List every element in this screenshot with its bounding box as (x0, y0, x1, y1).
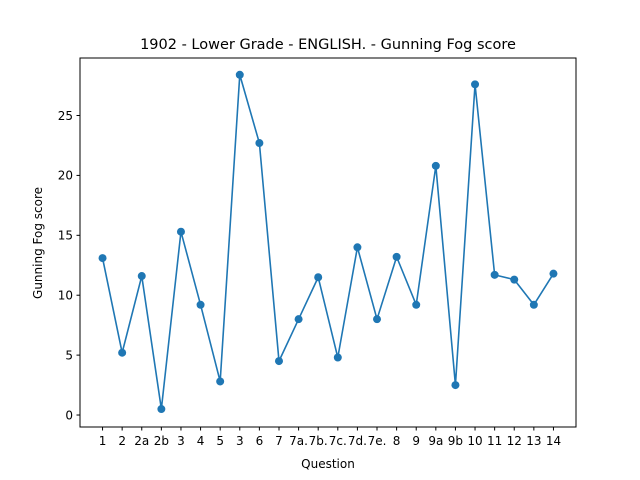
y-tick-label: 25 (58, 109, 73, 123)
data-point (118, 348, 127, 357)
data-point (157, 405, 166, 414)
x-tick-label: 3 (236, 434, 244, 448)
data-point (333, 353, 342, 362)
x-tick-label: 9 (412, 434, 420, 448)
data-point (431, 161, 440, 170)
x-tick-label: 14 (546, 434, 561, 448)
data-point (255, 139, 264, 148)
x-tick-label: 3 (177, 434, 185, 448)
x-tick-label: 9a (428, 434, 443, 448)
x-tick-label: 6 (256, 434, 264, 448)
data-point (294, 315, 303, 324)
data-point (373, 315, 382, 324)
x-tick-label: 13 (526, 434, 541, 448)
data-point (176, 227, 185, 236)
x-tick-label: 7c. (329, 434, 347, 448)
data-point (137, 272, 146, 281)
x-tick-label: 12 (507, 434, 522, 448)
data-point (412, 300, 421, 309)
data-point (471, 80, 480, 89)
x-tick-label: 7d. (348, 434, 367, 448)
data-point (98, 254, 107, 263)
y-tick-label: 10 (58, 289, 73, 303)
data-point (510, 275, 519, 284)
x-tick-label: 2 (118, 434, 126, 448)
x-tick-label: 7 (275, 434, 283, 448)
x-axis-label: Question (301, 457, 355, 471)
data-point (353, 243, 362, 252)
y-tick-label: 20 (58, 169, 73, 183)
data-point (529, 300, 538, 309)
x-tick-label: 8 (393, 434, 401, 448)
data-point (235, 70, 244, 79)
y-tick-label: 0 (65, 408, 73, 422)
y-axis-label: Gunning Fog score (31, 187, 45, 299)
x-tick-label: 5 (216, 434, 224, 448)
x-tick-label: 7e. (368, 434, 387, 448)
data-point (451, 381, 460, 390)
x-tick-label: 7b. (309, 434, 328, 448)
data-point (274, 357, 283, 366)
y-tick-label: 15 (58, 229, 73, 243)
data-point (490, 270, 499, 279)
chart-title: 1902 - Lower Grade - ENGLISH. - Gunning … (140, 37, 516, 53)
x-tick-label: 10 (467, 434, 482, 448)
series-line (101, 73, 555, 410)
data-point (216, 377, 225, 386)
x-tick-label: 9b (448, 434, 463, 448)
x-tick-label: 2b (154, 434, 169, 448)
x-tick-label: 7a. (289, 434, 308, 448)
x-tick-label: 4 (197, 434, 205, 448)
x-tick-label: 1 (99, 434, 107, 448)
axes-frame (79, 57, 577, 428)
data-point (196, 300, 205, 309)
x-tick-label: 2a (134, 434, 149, 448)
x-tick-label: 11 (487, 434, 502, 448)
y-tick-label: 5 (65, 348, 73, 362)
data-point (549, 269, 558, 278)
data-point (314, 273, 323, 282)
data-point (392, 252, 401, 261)
